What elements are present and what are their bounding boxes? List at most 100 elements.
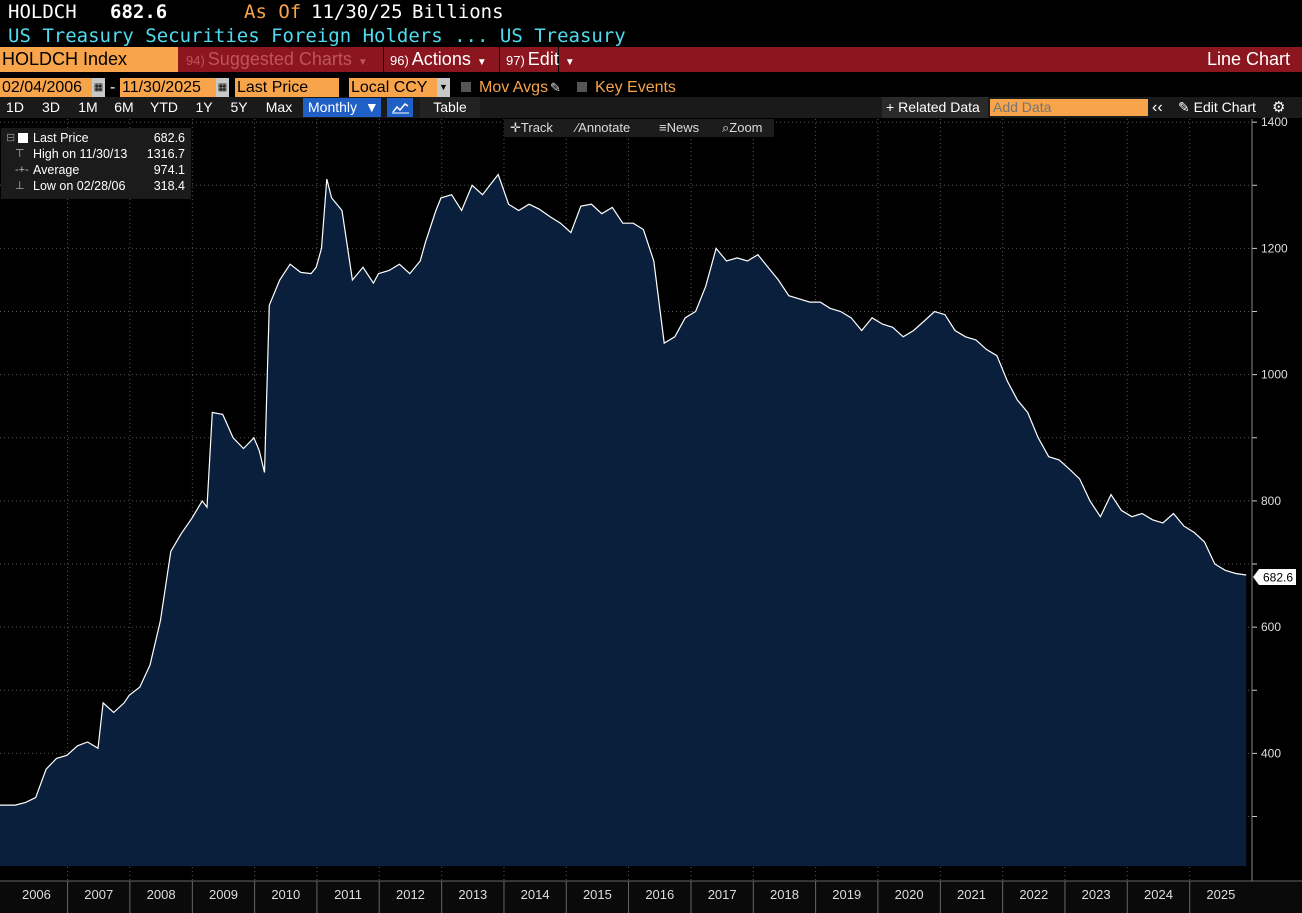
x-tick-label: 2017: [708, 887, 737, 902]
x-tick-label: 2015: [583, 887, 612, 902]
period-bar: 1D 3D 1M 6M YTD 1Y 5Y Max Monthly ▼ Tabl…: [0, 97, 1302, 118]
mov-avgs-label[interactable]: Mov Avgs: [479, 79, 549, 96]
collapse-icon[interactable]: ⊟: [6, 132, 16, 144]
period-1d[interactable]: 1D: [6, 99, 24, 115]
period-3d[interactable]: 3D: [42, 99, 60, 115]
pencil-icon[interactable]: ✎: [550, 80, 561, 95]
chevron-down-icon: ▼: [476, 57, 487, 68]
plus-icon: +: [886, 99, 899, 115]
wrench-icon: ✎: [1178, 99, 1194, 115]
edit-chart-label: Edit Chart: [1193, 99, 1256, 115]
x-tick-label: 2024: [1144, 887, 1173, 902]
zoom-tool[interactable]: ⌕ Zoom: [722, 120, 763, 135]
actions-number: 96): [390, 53, 409, 68]
security-field[interactable]: HOLDCH Index: [0, 47, 178, 72]
chevron-down-icon[interactable]: ▼: [437, 78, 450, 97]
calendar-icon[interactable]: ▦: [216, 78, 229, 97]
legend-label: Average: [33, 163, 80, 177]
series-area: [0, 174, 1247, 866]
period-max[interactable]: Max: [265, 99, 293, 115]
double-chevron-left-icon[interactable]: ‹‹: [1152, 99, 1163, 116]
y-tick-label: 1000: [1261, 368, 1288, 382]
price-field-select[interactable]: Last Price: [235, 78, 339, 97]
edit-chart-button[interactable]: ✎ Edit Chart: [1178, 97, 1256, 118]
suggested-charts-label: Suggested Charts: [207, 49, 352, 69]
key-events-checkbox[interactable]: [577, 82, 587, 92]
as-of-date: 11/30/25: [311, 1, 403, 23]
x-tick-label: 2009: [209, 887, 238, 902]
y-tick-label: 400: [1261, 746, 1281, 760]
security-description-line: US Treasury Securities Foreign Holders .…: [8, 25, 626, 47]
chevron-down-icon: ▼: [364, 99, 379, 115]
security-header: HOLDCH 682.6 As Of 11/30/25 Billions: [0, 0, 1302, 24]
period-6m[interactable]: 6M: [114, 99, 134, 115]
units-label: Billions: [412, 1, 504, 23]
end-date-field[interactable]: 11/30/2025: [120, 78, 216, 97]
x-tick-label: 2025: [1206, 887, 1235, 902]
edit-menu[interactable]: 97) Edit ▼: [499, 47, 575, 72]
key-events-label[interactable]: Key Events: [595, 79, 676, 96]
suggested-charts-menu[interactable]: 94) Suggested Charts ▼: [180, 47, 380, 72]
add-data-input[interactable]: [990, 99, 1148, 116]
last-price: 682.6: [110, 1, 168, 23]
related-data-button[interactable]: + Related Data: [882, 97, 988, 118]
gear-icon[interactable]: ⚙: [1272, 99, 1286, 116]
x-tick-label: 2016: [645, 887, 674, 902]
x-tick-label: 2011: [334, 887, 362, 902]
white-square-swatch: [18, 133, 28, 143]
related-data-label: Related Data: [898, 99, 980, 115]
zoom-label: Zoom: [729, 120, 763, 135]
legend-value: 682.6: [153, 131, 185, 145]
chart-legend: ⊟ Last Price 682.6 ⊤ High on 11/30/13 13…: [1, 128, 191, 199]
period-ytd[interactable]: YTD: [150, 99, 178, 115]
legend-average: -+- Average 974.1: [1, 162, 191, 178]
legend-label: Low on 02/28/06: [33, 179, 126, 193]
period-1y[interactable]: 1Y: [195, 99, 213, 115]
x-tick-label: 2010: [271, 887, 300, 902]
chart-type-label[interactable]: Line Chart: [1206, 49, 1290, 69]
chart-tools-bar: ✛ Track ⁄ Annotate ≡ News ⌕ Zoom: [504, 119, 774, 137]
high-marker-icon: ⊤: [15, 148, 25, 160]
security-source: US Treasury: [499, 25, 626, 47]
line-chart-glyph: [392, 103, 409, 114]
track-tool[interactable]: ✛ Track: [510, 120, 553, 135]
x-tick-label: 2006: [22, 887, 51, 902]
calendar-icon[interactable]: ▦: [92, 78, 105, 97]
legend-value: 1316.7: [146, 147, 185, 161]
start-date-field[interactable]: 02/04/2006: [0, 78, 92, 97]
series-line: [0, 173, 1247, 806]
x-tick-label: 2023: [1082, 887, 1111, 902]
date-separator: -: [110, 79, 116, 96]
period-5y[interactable]: 5Y: [230, 99, 248, 115]
legend-last-price: ⊟ Last Price 682.6: [1, 130, 191, 146]
news-label: News: [666, 120, 700, 135]
period-1m[interactable]: 1M: [78, 99, 98, 115]
x-tick-label: 2013: [458, 887, 487, 902]
frequency-select[interactable]: Monthly ▼: [303, 98, 381, 117]
x-tick-label: 2014: [521, 887, 550, 902]
legend-high: ⊤ High on 11/30/13 1316.7: [1, 146, 191, 162]
annotate-label: Annotate: [578, 120, 631, 135]
news-tool[interactable]: ≡ News: [659, 120, 700, 135]
average-marker-icon: -+-: [15, 164, 29, 176]
last-value-label: 682.6: [1263, 571, 1293, 585]
x-tick-label: 2007: [84, 887, 113, 902]
ticker-symbol: HOLDCH: [8, 1, 77, 23]
x-tick-label: 2019: [832, 887, 861, 902]
y-axis: 400 600 800 1000 1200 1400: [1251, 115, 1288, 881]
suggested-charts-number: 94): [186, 53, 205, 68]
x-axis-band: [0, 881, 1302, 913]
annotate-tool[interactable]: ⁄ Annotate: [576, 120, 631, 135]
edit-label: Edit: [527, 49, 559, 69]
track-label: Track: [520, 120, 553, 135]
line-chart-icon[interactable]: [387, 98, 413, 117]
table-button[interactable]: Table: [420, 97, 480, 118]
chevron-down-icon: ▼: [564, 57, 575, 68]
actions-menu[interactable]: 96) Actions ▼: [383, 47, 497, 72]
actions-label: Actions: [411, 49, 471, 69]
x-tick-label: 2008: [147, 887, 176, 902]
mov-avgs-checkbox[interactable]: [461, 82, 471, 92]
currency-select[interactable]: Local CCY: [349, 78, 437, 97]
legend-low: ⊥ Low on 02/28/06 318.4: [1, 178, 191, 194]
